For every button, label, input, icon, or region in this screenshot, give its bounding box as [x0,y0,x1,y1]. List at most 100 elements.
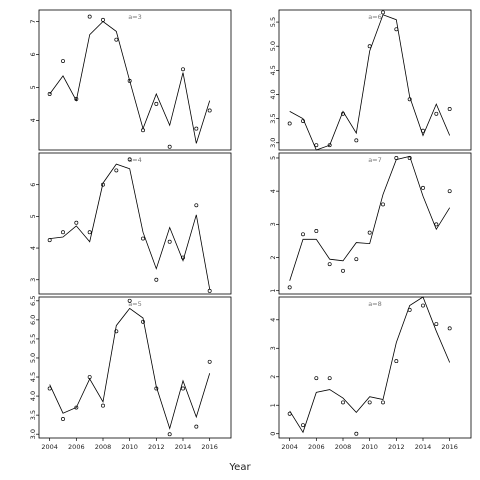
data-point [447,326,452,331]
panel-frame [38,152,232,295]
y-tick-label: 4 [29,246,37,250]
data-point [167,432,172,437]
data-point [207,359,212,364]
data-point [447,107,452,111]
data-point [61,230,65,235]
x-tick-label: 2006 [68,443,85,451]
y-tick-label: 3 [29,278,37,282]
y-tick-label: 4 [269,318,277,322]
y-tick-label: 1 [269,289,277,293]
data-point [141,319,145,324]
fitted-line [289,14,451,151]
y-tick-label: 3 [269,346,277,350]
panel-a-4: 3 4 5 6 a=4 [29,152,232,295]
data-point [407,97,412,102]
panel-label: a=6 [368,13,382,21]
data-point [407,156,412,160]
data-point [181,255,185,260]
panel-label: a=3 [128,13,142,21]
panel-a-5: 3.0 3.5 4.0 4.5 5.0 5.5 6.0 6.5 2004 2006 2008 2010… [29,296,232,451]
data-point [114,168,119,173]
panel-a-6: 3.0 3.5 4.0 4.5 5.0 5.5 a=6 [269,9,472,151]
x-tick-label: 2012 [388,443,405,451]
y-tick-label: 6 [29,183,37,187]
data-point [207,108,212,113]
data-point [87,230,92,235]
data-point [74,405,79,410]
data-point [154,277,159,282]
data-point [181,386,185,391]
data-point [434,222,439,227]
y-tick-label: 5.0 [269,41,277,51]
panel-label: a=8 [368,300,382,308]
panel-frame [278,152,472,295]
data-point [287,411,292,416]
data-point [47,238,52,243]
y-tick-label: 4.0 [269,89,277,99]
y-tick-label: 5 [29,85,37,89]
y-tick-label: 2 [269,375,277,379]
data-point [394,359,399,364]
data-point [301,232,305,237]
data-point [394,156,399,160]
x-tick-label: 2016 [441,443,458,451]
y-tick-label: 5.0 [29,353,37,363]
x-axis-title: Year [228,462,251,473]
data-point [341,268,345,273]
data-point [47,92,52,96]
y-tick-label: 3.0 [29,429,37,439]
y-tick-label: 0 [269,432,277,436]
y-tick-label: 2 [269,255,277,259]
x-tick-label: 2006 [308,443,325,451]
y-tick-label: 6.5 [29,296,37,306]
data-point [114,37,119,42]
data-point [127,78,132,83]
data-point [341,400,345,405]
data-point [101,403,105,408]
data-point [101,182,105,187]
data-point [287,121,292,126]
data-point [101,17,105,22]
data-point [314,229,319,233]
panel-a-8: 0 1 2 3 4 2004 2006 2008 2010 2012 2014 2016 a=8 [269,296,472,451]
data-point [341,111,345,116]
data-point [207,288,212,293]
data-point [74,220,79,225]
data-point [367,44,372,49]
data-point [167,239,172,244]
y-tick-label: 7 [29,19,37,23]
data-point [181,67,185,72]
data-point [447,189,452,194]
y-tick-label: 4 [269,189,277,193]
data-point [61,59,65,64]
data-point [47,386,52,391]
data-point [314,376,319,381]
data-point [127,157,132,162]
data-point [367,400,372,405]
data-point [434,322,439,327]
panel-frame [38,296,232,439]
data-point [194,424,199,429]
fitted-line [289,155,451,281]
data-point [367,230,372,235]
x-tick-label: 2010 [361,443,378,451]
panel-a-3: 4 5 6 7 a=3 [29,9,232,151]
data-point [327,376,332,381]
x-tick-label: 2014 [415,443,432,451]
data-point [74,96,79,101]
y-tick-label: 6.0 [29,315,37,325]
data-point [434,111,439,116]
panel-label: a=5 [128,300,142,308]
x-tick-label: 2008 [95,443,112,451]
data-point [381,202,385,207]
y-tick-label: 3.0 [269,138,277,148]
data-point [194,203,199,208]
data-point [301,119,305,123]
data-point [141,236,145,241]
data-point [167,144,172,149]
data-point [354,257,359,262]
data-point [407,307,412,312]
data-point [301,423,305,428]
data-point [87,14,92,19]
data-point [421,303,425,308]
